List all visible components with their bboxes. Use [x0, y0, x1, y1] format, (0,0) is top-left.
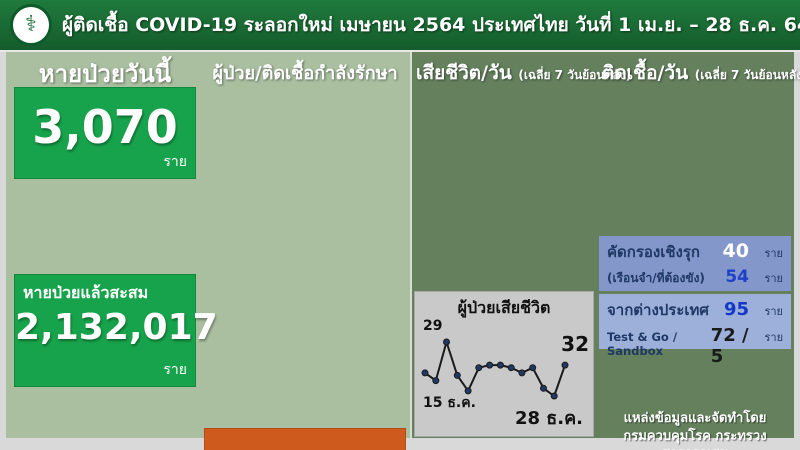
- prison-unit: ราย: [764, 272, 783, 285]
- recovered-cumulative-unit: ราย: [163, 362, 187, 378]
- abroad-value: 95: [723, 299, 749, 320]
- treating-title: ผู้ป่วย/ติดเชื้อกำลังรักษา: [212, 63, 398, 84]
- abroad-unit: ราย: [764, 305, 783, 318]
- treating-value: 33,639: [205, 445, 405, 450]
- deaths-subtitle: (เฉลี่ย 7 วันย้อนหลัง): [518, 68, 632, 82]
- proactive-value: 40: [722, 240, 749, 262]
- infections-title: ติดเชื้อ/วัน: [602, 62, 689, 84]
- deaths-chart-title: ผู้ป่วยเสียชีวิต: [457, 298, 551, 317]
- treating-card: 33,639 ราย: [204, 428, 406, 450]
- caduceus-icon: ⚕: [25, 12, 37, 37]
- recovered-cumulative-label: หายป่วยแล้วสะสม: [23, 283, 149, 302]
- deaths-x-start: 15 ธ.ค.: [423, 395, 476, 411]
- abroad-card: จากต่างประเทศ 95 ราย Test & Go / Sandbox…: [599, 294, 791, 367]
- recovered-title: หายป่วยวันนี้: [38, 60, 172, 88]
- testgo-label: Test & Go / Sandbox: [607, 330, 678, 358]
- recovered-cumulative-card: หายป่วยแล้วสะสม 2,132,017 ราย: [14, 274, 218, 387]
- deaths-first-value: 29: [423, 318, 443, 334]
- testgo-unit: ราย: [764, 331, 784, 344]
- deaths-x-end: 28 ธ.ค.: [514, 408, 583, 429]
- testgo-value: 72 / 5: [710, 325, 749, 367]
- footer-line2: กรมควบคุมโรค กระทรวงสาธารณสุข: [623, 428, 767, 450]
- recovered-today-value: 3,070: [32, 100, 178, 154]
- prison-label: (เรือนจำ/ที่ต้องขัง): [607, 271, 705, 285]
- abroad-label: จากต่างประเทศ: [607, 301, 709, 319]
- deaths-last-value: 32: [561, 332, 589, 356]
- data-source-footer: แหล่งข้อมูลและจัดทำโดย กรมควบคุมโรค กระท…: [599, 410, 791, 450]
- infections-header: ติดเชื้อ/วัน (เฉลี่ย 7 วันย้อนหลัง): [602, 58, 800, 88]
- deaths-title: เสียชีวิต/วัน: [416, 62, 512, 84]
- infections-subtitle: (เฉลี่ย 7 วันย้อนหลัง): [694, 68, 800, 82]
- header-bar: ⚕ ผู้ติดเชื้อ COVID-19 ระลอกใหม่ เมษายน …: [0, 0, 800, 52]
- proactive-label: คัดกรองเชิงรุก: [607, 243, 701, 261]
- recovered-today-card: 3,070 ราย: [14, 87, 196, 179]
- recovered-cumulative-value: 2,132,017: [15, 307, 218, 348]
- prison-value: 54: [725, 267, 749, 287]
- deaths-chart-card: ผู้ป่วยเสียชีวิต 29 32 15 ธ.ค. 28 ธ.ค.: [414, 291, 594, 437]
- footer-line1: แหล่งข้อมูลและจัดทำโดย: [623, 411, 767, 426]
- page-title: ผู้ติดเชื้อ COVID-19 ระลอกใหม่ เมษายน 25…: [62, 14, 800, 36]
- recovered-today-unit: ราย: [163, 154, 187, 170]
- deaths-header: เสียชีวิต/วัน (เฉลี่ย 7 วันย้อนหลัง): [416, 58, 631, 88]
- proactive-unit: ราย: [764, 247, 783, 260]
- proactive-prison-card: คัดกรองเชิงรุก 40 ราย (เรือนจำ/ที่ต้องขั…: [599, 236, 791, 291]
- moph-logo-icon: ⚕: [10, 4, 52, 46]
- deaths-line-chart: [421, 338, 569, 400]
